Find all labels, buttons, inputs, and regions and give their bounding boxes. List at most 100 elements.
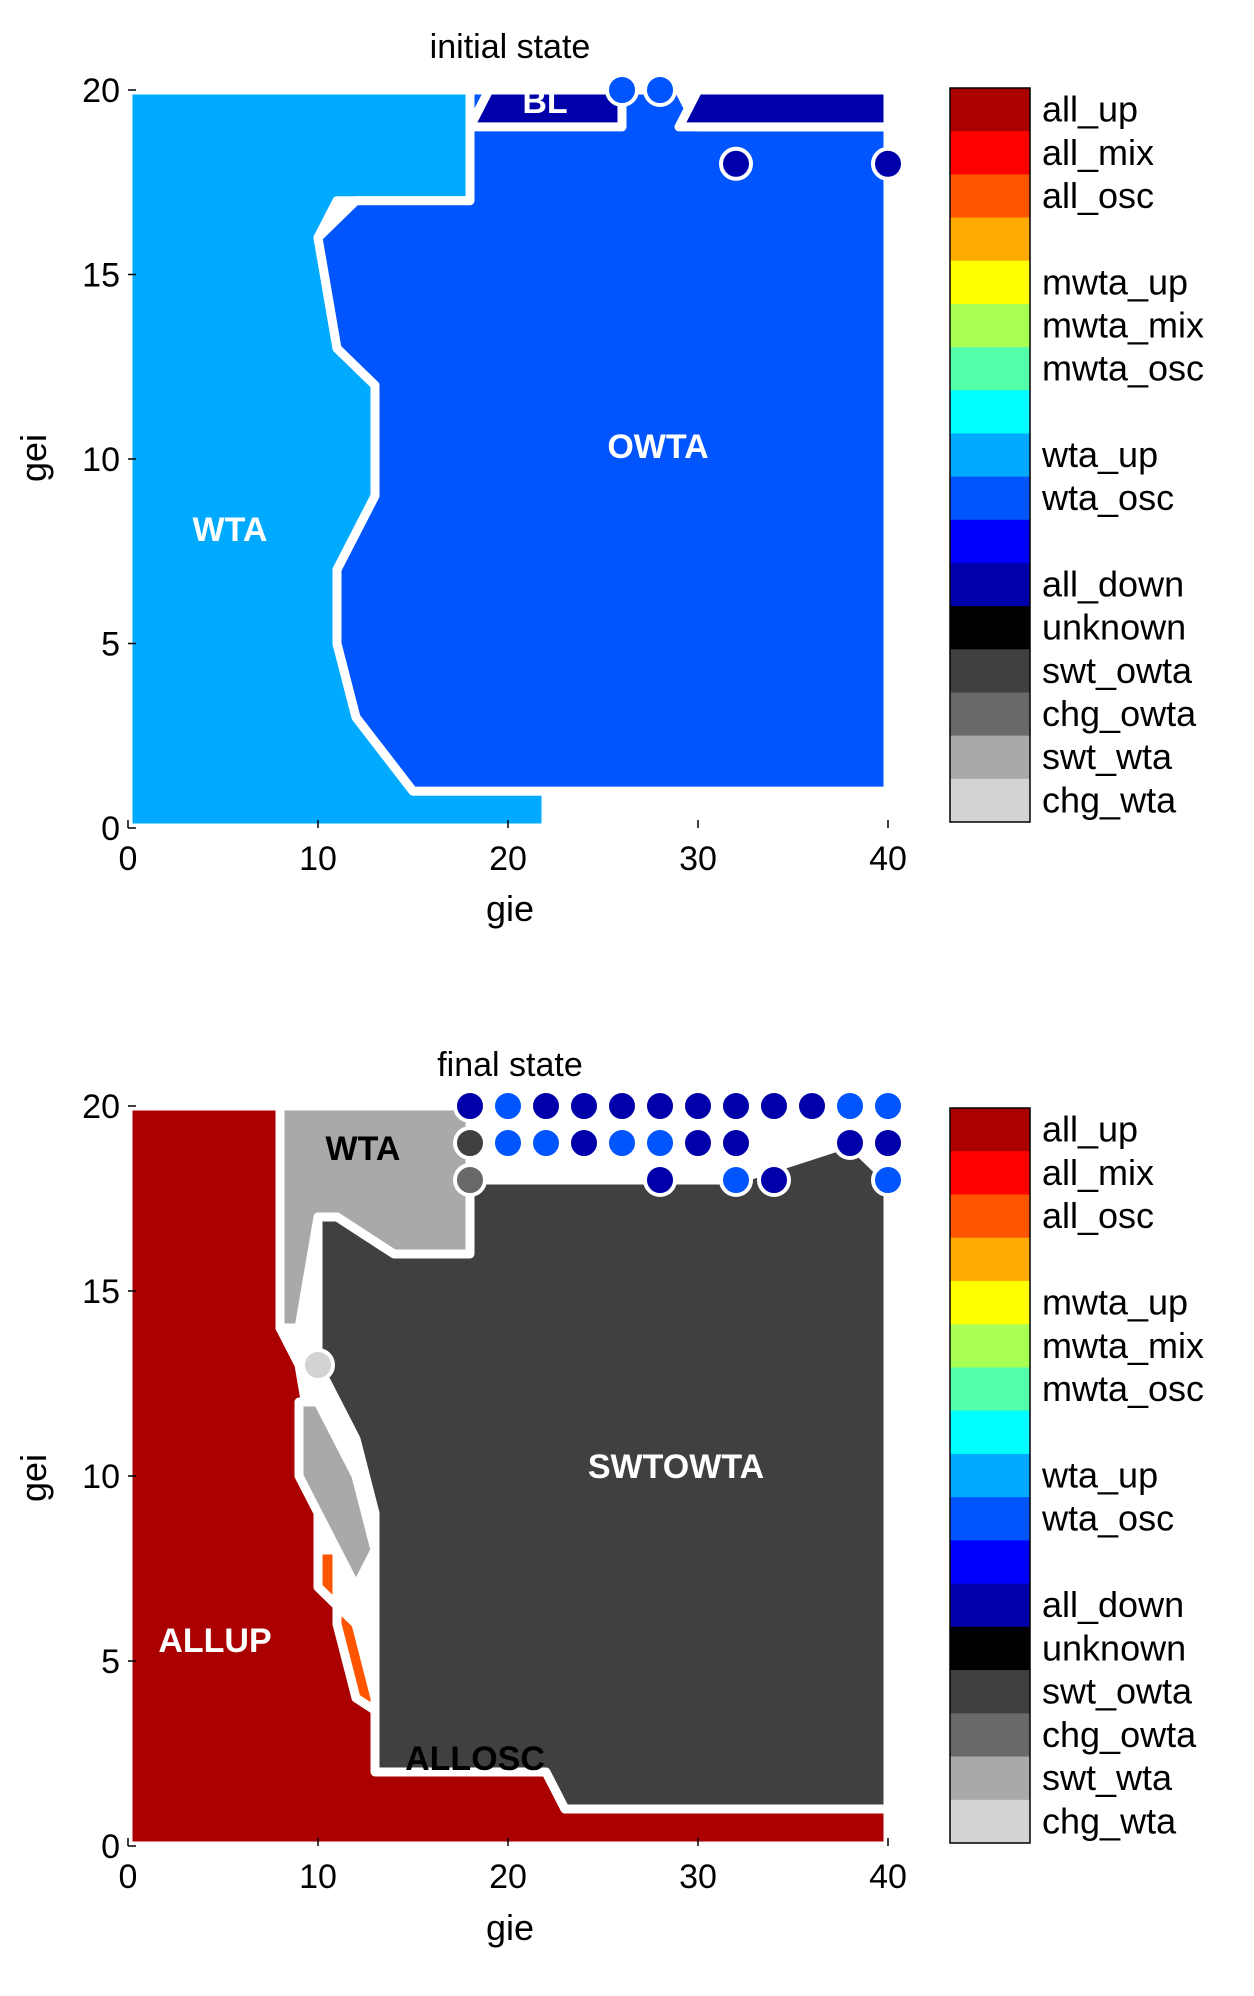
dot-all-down xyxy=(795,1089,829,1123)
region-label-wta: WTA xyxy=(326,1130,401,1168)
x-tick-label: 10 xyxy=(299,840,337,878)
dot-all-down xyxy=(567,1126,601,1160)
y-tick-label: 15 xyxy=(82,257,120,295)
dot-all-down xyxy=(643,1163,677,1197)
x-tick-label: 0 xyxy=(119,840,138,878)
dot-all-down xyxy=(871,146,905,181)
x-tick-label: 10 xyxy=(299,1858,337,1896)
dot-wta-osc xyxy=(491,1126,525,1160)
dot-wta-osc xyxy=(871,1089,905,1123)
final-state-region-labels: WTA SWTOWTA ALLUP ALLOSC xyxy=(158,1130,764,1778)
colorbar-label: wta_up xyxy=(1041,1455,1158,1496)
colorbar-swatch-mwta-osc xyxy=(950,1367,1030,1412)
y-tick-label: 0 xyxy=(101,1828,120,1866)
colorbar-label: chg_owta xyxy=(1042,693,1197,734)
colorbar-label: swt_wta xyxy=(1042,1757,1173,1798)
x-tick-label: 20 xyxy=(489,1858,527,1896)
colorbar-swatch-mwta-mix xyxy=(950,1324,1030,1368)
dot-wta-osc xyxy=(643,73,677,107)
initial-state-title: initial state xyxy=(430,28,591,66)
colorbar-frame xyxy=(949,87,1031,823)
colorbar-swatch-all-up xyxy=(950,88,1030,132)
colorbar-swatch-all-down xyxy=(950,562,1030,607)
dot-wta-osc xyxy=(833,1089,867,1123)
y-tick-label: 0 xyxy=(101,810,120,848)
colorbar-swatch-chg-wta xyxy=(950,1799,1030,1844)
colorbar-label: mwta_up xyxy=(1042,261,1188,302)
dot-all-down xyxy=(681,1126,715,1160)
colorbar-swatch-wta-up xyxy=(950,1453,1030,1498)
region-label-bl: BL xyxy=(522,83,567,121)
y-tick-label: 15 xyxy=(82,1273,120,1311)
colorbar-swatch-gap2 xyxy=(950,1410,1030,1455)
colorbar-label: mwta_up xyxy=(1042,1282,1188,1323)
region-swt-wta xyxy=(294,1397,380,1592)
colorbar-swatch-gap1 xyxy=(950,1237,1030,1282)
dot-all-down xyxy=(605,1089,639,1123)
final-state-ticks: 0 10 20 30 40 0 5 10 15 20 xyxy=(82,1088,907,1896)
dot-wta-osc xyxy=(643,1126,677,1160)
region-all-down xyxy=(674,85,893,132)
y-tick-label: 10 xyxy=(82,441,120,479)
colorbar-label: mwta_mix xyxy=(1042,305,1204,346)
colorbar-swatch-gap1 xyxy=(950,217,1030,262)
region-label-wta: WTA xyxy=(193,511,268,549)
initial-state-region-labels: BL OWTA WTA xyxy=(193,83,709,549)
final-state-xlabel: gie xyxy=(486,1907,534,1948)
dot-wta-osc xyxy=(871,1163,905,1197)
y-tick-label: 5 xyxy=(101,1643,120,1681)
colorbar-swatch-all-mix xyxy=(950,1151,1030,1195)
dot-wta-osc xyxy=(491,1089,525,1123)
dot-all-down xyxy=(567,1089,601,1123)
colorbar-swatch-swt-wta xyxy=(950,735,1030,780)
x-tick-label: 40 xyxy=(869,1858,907,1896)
colorbar-label: all_osc xyxy=(1042,175,1154,216)
final-state-panel: final state gie gei 0 10 20 30 40 0 5 10 15 20 WT… xyxy=(13,1046,1204,1948)
colorbar-label: all_up xyxy=(1042,89,1138,130)
dot-wta-osc xyxy=(529,1126,563,1160)
x-tick-label: 0 xyxy=(119,1858,138,1896)
colorbar-label: all_down xyxy=(1042,564,1184,605)
colorbar-label: all_up xyxy=(1042,1109,1138,1150)
colorbar-swatch-gap3 xyxy=(950,519,1030,564)
x-tick-label: 30 xyxy=(679,1858,717,1896)
colorbar-swatch-mwta-up xyxy=(950,1280,1030,1325)
colorbar-swatch-swt-owta xyxy=(950,1670,1030,1714)
colorbar-swatch-gap3 xyxy=(950,1540,1030,1585)
colorbar-swatch-wta-up xyxy=(950,433,1030,478)
x-tick-label: 40 xyxy=(869,840,907,878)
dot-all-down xyxy=(833,1126,867,1160)
dot-all-down xyxy=(529,1089,563,1123)
colorbar-label: chg_owta xyxy=(1042,1714,1197,1755)
colorbar-swatch-swt-wta xyxy=(950,1756,1030,1801)
colorbar-label: wta_osc xyxy=(1041,477,1174,518)
initial-state-ylabel: gei xyxy=(13,434,54,482)
colorbar-label: mwta_osc xyxy=(1042,348,1204,389)
x-tick-label: 20 xyxy=(489,840,527,878)
colorbar-swatch-all-osc xyxy=(950,1194,1030,1239)
colorbar-swatch-mwta-mix xyxy=(950,303,1030,348)
y-tick-label: 20 xyxy=(82,1088,120,1126)
colorbar-label: wta_up xyxy=(1041,434,1158,475)
colorbar-label: all_mix xyxy=(1042,132,1154,173)
dot-all-down xyxy=(757,1163,791,1197)
colorbar-swatch-unknown xyxy=(950,606,1030,650)
colorbar-label: unknown xyxy=(1042,1627,1186,1668)
y-tick-label: 20 xyxy=(82,72,120,110)
region-label-swtowta: SWTOWTA xyxy=(588,1448,764,1486)
colorbar-label: all_down xyxy=(1042,1584,1184,1625)
colorbar-frame xyxy=(949,1107,1031,1844)
dot-swt-owta xyxy=(453,1126,487,1160)
colorbar-label: chg_wta xyxy=(1042,779,1177,820)
region-swt-owta xyxy=(313,1138,893,1814)
initial-state-panel: initial state gie gei 0 10 20 30 4005101520 … xyxy=(13,28,1204,929)
colorbar-swatch-wta-osc xyxy=(950,1497,1030,1541)
dot-all-down xyxy=(719,1089,753,1123)
dot-all-down xyxy=(871,1126,905,1160)
colorbar-swatch-swt-owta xyxy=(950,649,1030,693)
colorbar-label: all_mix xyxy=(1042,1152,1154,1193)
dot-chg-wta xyxy=(301,1348,335,1382)
